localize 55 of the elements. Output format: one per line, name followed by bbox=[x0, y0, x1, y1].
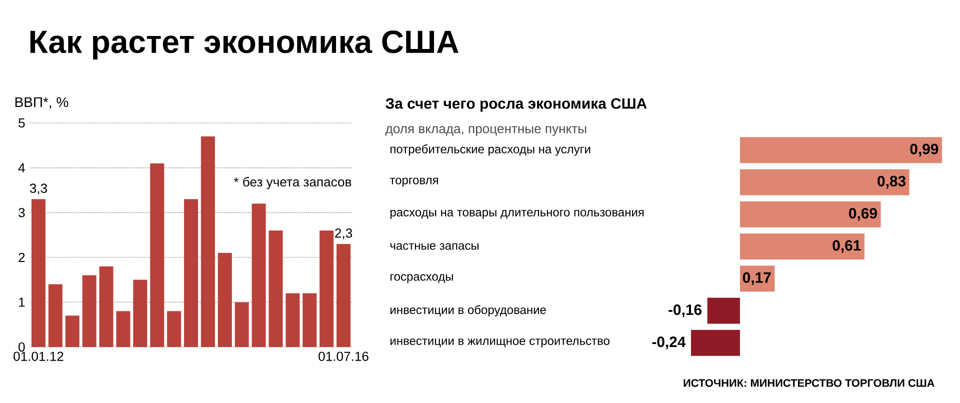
data-label: 0,61 bbox=[832, 240, 861, 253]
bar bbox=[200, 136, 215, 347]
y-tick-label: 2 bbox=[18, 252, 25, 262]
bar bbox=[65, 316, 80, 347]
data-label: -0,24 bbox=[652, 336, 686, 350]
y-tick-label: 0 bbox=[18, 342, 25, 352]
y-tick-label: 1 bbox=[19, 298, 25, 307]
bar bbox=[133, 280, 148, 347]
y-tick-label: торговля bbox=[390, 178, 438, 187]
y-tick-label: 4 bbox=[18, 163, 25, 172]
bar bbox=[31, 199, 46, 347]
y-tick-label: потребительские расходы на услуги bbox=[390, 144, 590, 156]
bar bbox=[48, 284, 62, 347]
bar bbox=[707, 298, 740, 324]
y-tick-label: 5 bbox=[18, 118, 25, 128]
bar bbox=[218, 252, 232, 347]
bar bbox=[252, 204, 266, 347]
bar bbox=[740, 234, 864, 260]
bar bbox=[82, 275, 96, 347]
bar bbox=[184, 199, 198, 347]
data-label: 0,99 bbox=[910, 144, 938, 156]
bar bbox=[268, 230, 283, 347]
y-tick-label: инвестиции в оборудование bbox=[390, 305, 546, 316]
bar bbox=[234, 302, 249, 347]
data-label: 0,69 bbox=[849, 208, 877, 221]
bar bbox=[150, 163, 164, 347]
y-tick-label: инвестиции в жилищное строительство bbox=[390, 338, 610, 348]
data-label: 3,3 bbox=[30, 184, 47, 194]
text: За счет чего росла экономика США bbox=[386, 98, 647, 112]
data-label: -0,16 bbox=[668, 304, 702, 318]
chart-title: Как растет экономика США bbox=[30, 30, 458, 60]
text: ИСТОЧНИК: МИНИСТЕРСТВО ТОРГОВЛИ США bbox=[684, 379, 934, 387]
y-tick-label: расходы на товары длительного пользования bbox=[390, 210, 644, 219]
bar bbox=[740, 169, 910, 196]
bar bbox=[690, 330, 740, 356]
data-label: 2,3 bbox=[335, 228, 352, 240]
bar bbox=[740, 201, 881, 228]
y-axis-title: ВВП*, % bbox=[15, 97, 68, 109]
annotation: * без учета запасов bbox=[234, 176, 352, 190]
text: доля вклада, процентные пункты bbox=[385, 126, 586, 136]
bar bbox=[336, 244, 351, 347]
x-tick-label: 01.01.12 bbox=[14, 352, 64, 361]
bar bbox=[286, 293, 300, 347]
y-tick-label: частные запасы bbox=[390, 243, 479, 250]
bar bbox=[740, 137, 942, 164]
bar bbox=[116, 311, 130, 347]
x-tick-label: 01.07.16 bbox=[318, 352, 368, 361]
y-tick-label: 3 bbox=[18, 208, 25, 218]
data-label: 0,17 bbox=[742, 272, 771, 286]
bar bbox=[167, 311, 182, 347]
bar bbox=[320, 230, 334, 347]
y-tick-label: госрасходы bbox=[390, 274, 453, 284]
bar bbox=[302, 293, 317, 347]
bar bbox=[99, 266, 114, 347]
data-label: 0,83 bbox=[878, 176, 906, 189]
